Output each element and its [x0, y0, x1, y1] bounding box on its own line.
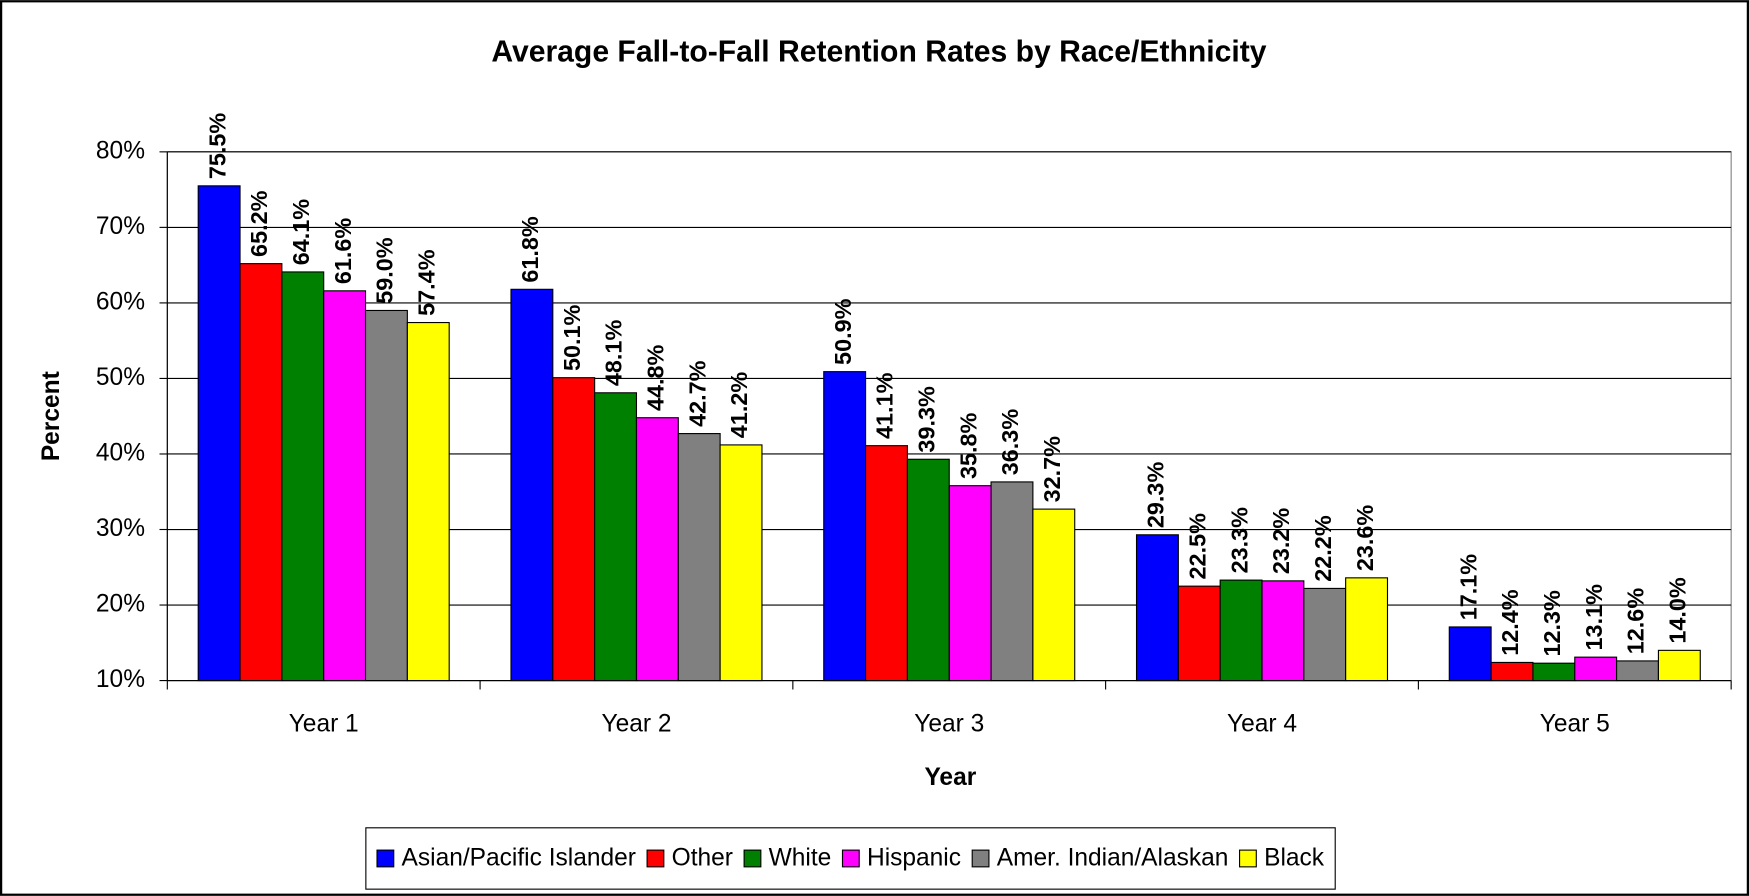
data-label: 35.8% [955, 412, 981, 479]
data-label: 65.2% [246, 190, 272, 257]
bar [1261, 580, 1305, 682]
y-tick-label: 80% [96, 137, 145, 164]
bar [1303, 587, 1347, 682]
bar [406, 321, 450, 682]
bar [1177, 585, 1221, 682]
bar [1135, 534, 1179, 682]
legend-label: Black [1264, 845, 1325, 872]
bar [1490, 661, 1534, 682]
data-label: 48.1% [601, 320, 627, 387]
data-label: 64.1% [288, 199, 314, 266]
data-label: 12.3% [1539, 590, 1565, 657]
legend-box [365, 827, 1336, 890]
x-axis-label: Year [924, 764, 976, 791]
bar [990, 481, 1034, 682]
legend-swatch [1239, 849, 1257, 868]
legend-swatch [646, 849, 665, 868]
data-label: 22.2% [1310, 515, 1336, 582]
bar [197, 185, 241, 682]
data-label: 23.2% [1268, 508, 1294, 575]
data-label: 57.4% [413, 249, 439, 316]
x-tick-label: Year 3 [914, 711, 984, 738]
bar [1219, 579, 1263, 682]
bar [948, 485, 992, 682]
data-label: 22.5% [1184, 513, 1210, 580]
data-label: 12.4% [1497, 589, 1523, 656]
data-label: 23.3% [1226, 507, 1252, 574]
bar [1532, 662, 1576, 682]
data-label: 61.8% [517, 216, 543, 283]
y-axis-label: Percent [38, 371, 65, 461]
legend-label: White [769, 845, 832, 872]
bar [865, 445, 908, 682]
x-tick-label: Year 2 [601, 711, 671, 738]
y-tick-label: 70% [96, 213, 145, 240]
data-label: 75.5% [204, 113, 230, 180]
data-label: 23.6% [1352, 505, 1378, 572]
legend-label: Asian/Pacific Islander [402, 845, 636, 872]
bar [1345, 577, 1389, 682]
bar [906, 458, 950, 682]
x-tick-label: Year 5 [1540, 711, 1610, 738]
data-label: 36.3% [997, 409, 1023, 476]
bar [281, 271, 325, 682]
data-label: 44.8% [643, 344, 669, 411]
bar [323, 290, 367, 682]
data-label: 39.3% [914, 386, 940, 453]
bar [1657, 649, 1701, 682]
legend-swatch [743, 849, 762, 868]
bar [1616, 660, 1659, 682]
bar [1574, 656, 1618, 682]
y-tick-label: 10% [96, 666, 145, 693]
legend-swatch [971, 849, 990, 868]
y-tick-label: 60% [96, 288, 145, 315]
data-label: 32.7% [1039, 436, 1065, 503]
bar [719, 444, 763, 682]
bar [510, 288, 554, 682]
x-tick-label: Year 4 [1227, 711, 1297, 738]
bar [364, 309, 408, 682]
data-label: 17.1% [1455, 554, 1481, 621]
bar [677, 433, 721, 682]
data-label: 61.6% [330, 218, 356, 285]
bar [635, 417, 679, 682]
y-tick-label: 20% [96, 591, 145, 618]
legend-swatch [376, 849, 395, 868]
y-tick-label: 40% [96, 439, 145, 466]
bar [1448, 626, 1492, 682]
bar [552, 377, 596, 682]
chart-title: Average Fall-to-Fall Retention Rates by … [491, 36, 1266, 69]
data-label: 41.2% [726, 372, 752, 439]
bar [239, 263, 283, 682]
data-label: 50.9% [830, 298, 856, 365]
legend-swatch [841, 849, 860, 868]
data-label: 50.1% [559, 304, 585, 371]
data-label: 42.7% [684, 360, 710, 427]
data-label: 12.6% [1623, 588, 1649, 655]
x-tick-label: Year 1 [289, 711, 359, 738]
legend-label: Amer. Indian/Alaskan [997, 845, 1229, 872]
data-label: 13.1% [1581, 584, 1607, 651]
bar [594, 392, 638, 682]
y-tick-label: 30% [96, 515, 145, 542]
data-label: 14.0% [1665, 577, 1691, 644]
legend-label: Other [672, 845, 733, 872]
data-label: 41.1% [872, 372, 898, 439]
y-tick-label: 50% [96, 364, 145, 391]
data-label: 59.0% [372, 237, 398, 304]
legend-label: Hispanic [867, 845, 961, 872]
bar [1032, 508, 1076, 682]
bar [823, 371, 867, 682]
data-label: 29.3% [1143, 462, 1169, 529]
